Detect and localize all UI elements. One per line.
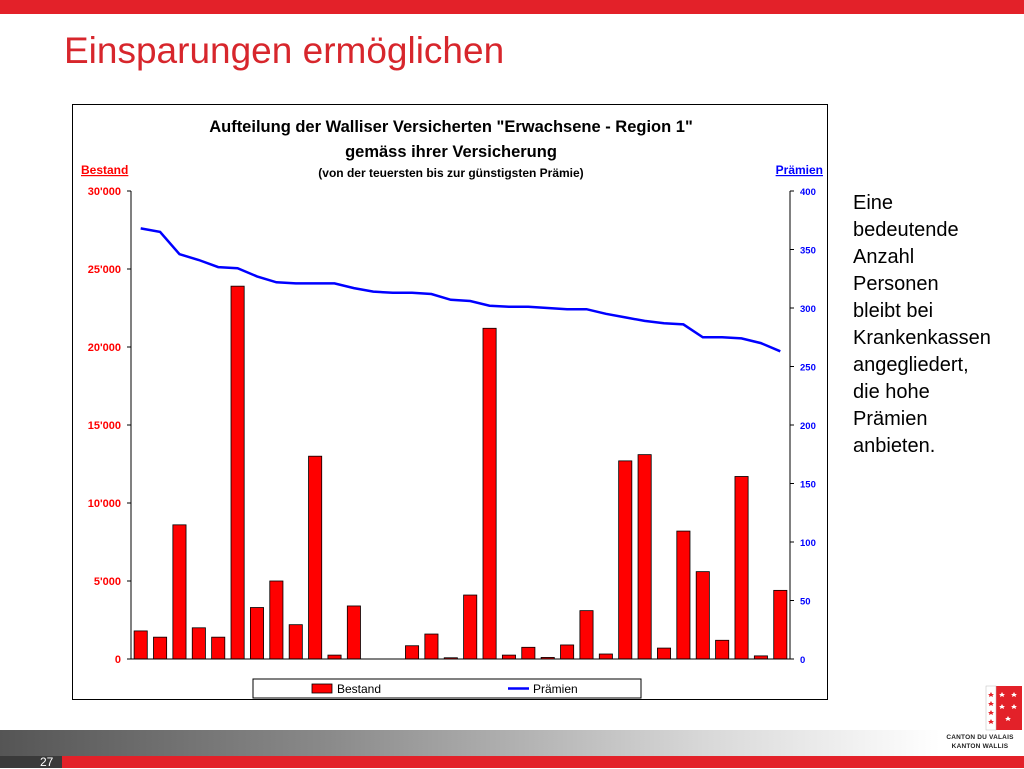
side-note-line: bleibt bei — [853, 300, 934, 322]
right-tick-label: 150 — [800, 480, 816, 491]
bar-bestand — [618, 460, 633, 660]
side-note-line: Personen — [853, 273, 939, 295]
bar-bestand — [230, 285, 245, 660]
left-tick-label: 20'000 — [88, 342, 121, 354]
bar-bestand — [308, 455, 323, 660]
bar-bestand — [676, 530, 691, 660]
bar-bestand — [211, 636, 226, 660]
canton-logo-icon — [985, 685, 1022, 731]
right-tick-label: 100 — [800, 538, 816, 549]
logo-text-de: KANTON WALLIS — [951, 743, 1009, 750]
legend-label-praemien: Prämien — [533, 682, 578, 696]
bottom-accent-bar — [62, 756, 1024, 768]
logo-text-fr: CANTON DU VALAIS — [946, 734, 1014, 741]
right-tick-label: 250 — [800, 363, 816, 374]
right-axis-title: Prämien — [776, 163, 823, 177]
chart-frame: Aufteilung der Walliser Versicherten "Er… — [72, 104, 828, 700]
left-tick-label: 10'000 — [88, 498, 121, 510]
page-number: 27 — [40, 755, 54, 769]
left-tick-label: 0 — [115, 654, 121, 666]
legend-label-bestand: Bestand — [337, 682, 381, 696]
side-note-line: Krankenkassen — [853, 327, 991, 349]
legend-swatch-bestand — [311, 683, 333, 694]
left-tick-label: 30'000 — [88, 186, 121, 198]
bar-bestand — [521, 646, 536, 660]
bar-bestand — [269, 580, 284, 660]
bar-bestand — [657, 647, 672, 660]
chart-title: Aufteilung der Walliser Versicherten "Er… — [209, 118, 693, 136]
side-note-line: bedeutende — [853, 219, 959, 241]
bar-bestand — [501, 654, 516, 660]
bar-bestand — [133, 630, 148, 660]
bar-bestand — [424, 633, 439, 660]
bar-bestand — [463, 594, 478, 660]
side-note-line: Eine — [853, 192, 894, 214]
chart-svg: Aufteilung der Walliser Versicherten "Er… — [81, 118, 823, 699]
bar-bestand — [637, 454, 652, 660]
bar-bestand — [249, 607, 264, 660]
bar-bestand — [153, 636, 168, 660]
side-note-line: angegliedert, — [853, 354, 969, 376]
canton-logo: CANTON DU VALAIS KANTON WALLIS — [936, 684, 1024, 754]
chart-subtitle: (von der teuersten bis zur günstigsten P… — [318, 166, 583, 180]
side-note-line: Prämien — [853, 408, 928, 430]
slide-title: Einsparungen ermöglichen — [64, 30, 505, 71]
bar-bestand — [172, 524, 187, 660]
side-note-line: die hohe — [853, 381, 930, 403]
side-note-line: anbieten. — [853, 435, 936, 457]
bar-bestand — [346, 605, 361, 660]
right-tick-label: 200 — [800, 421, 816, 432]
bar-bestand — [773, 589, 788, 660]
side-note: Eine bedeutende Anzahl Personen bleibt bei Kr… — [853, 190, 1018, 460]
bottom-gradient-strip — [0, 730, 940, 756]
right-tick-label: 400 — [800, 187, 816, 198]
right-tick-label: 50 — [800, 597, 811, 608]
bar-bestand — [598, 653, 613, 660]
bar-bestand — [695, 571, 710, 660]
right-tick-label: 0 — [800, 655, 805, 666]
chart-title-line2: gemäss ihrer Versicherung — [345, 143, 557, 161]
bottom-dark-block — [0, 756, 62, 768]
bar-bestand — [327, 654, 342, 660]
bar-bestand — [715, 639, 730, 660]
top-accent-bar — [0, 0, 1024, 14]
side-note-line: Anzahl — [853, 246, 915, 268]
bar-bestand — [560, 644, 575, 660]
left-tick-label: 5'000 — [94, 576, 121, 588]
legend-box — [252, 678, 642, 699]
right-tick-label: 350 — [800, 246, 816, 257]
left-tick-label: 25'000 — [88, 264, 121, 276]
bar-bestand — [734, 476, 749, 660]
left-tick-label: 15'000 — [88, 420, 121, 432]
bar-bestand — [191, 627, 206, 660]
bar-bestand — [579, 610, 594, 660]
right-tick-label: 300 — [800, 304, 816, 315]
bar-bestand — [288, 624, 303, 660]
bar-bestand — [405, 645, 420, 660]
left-axis-title: Bestand — [81, 163, 128, 177]
line-praemien — [140, 227, 781, 353]
bar-bestand — [482, 327, 497, 660]
